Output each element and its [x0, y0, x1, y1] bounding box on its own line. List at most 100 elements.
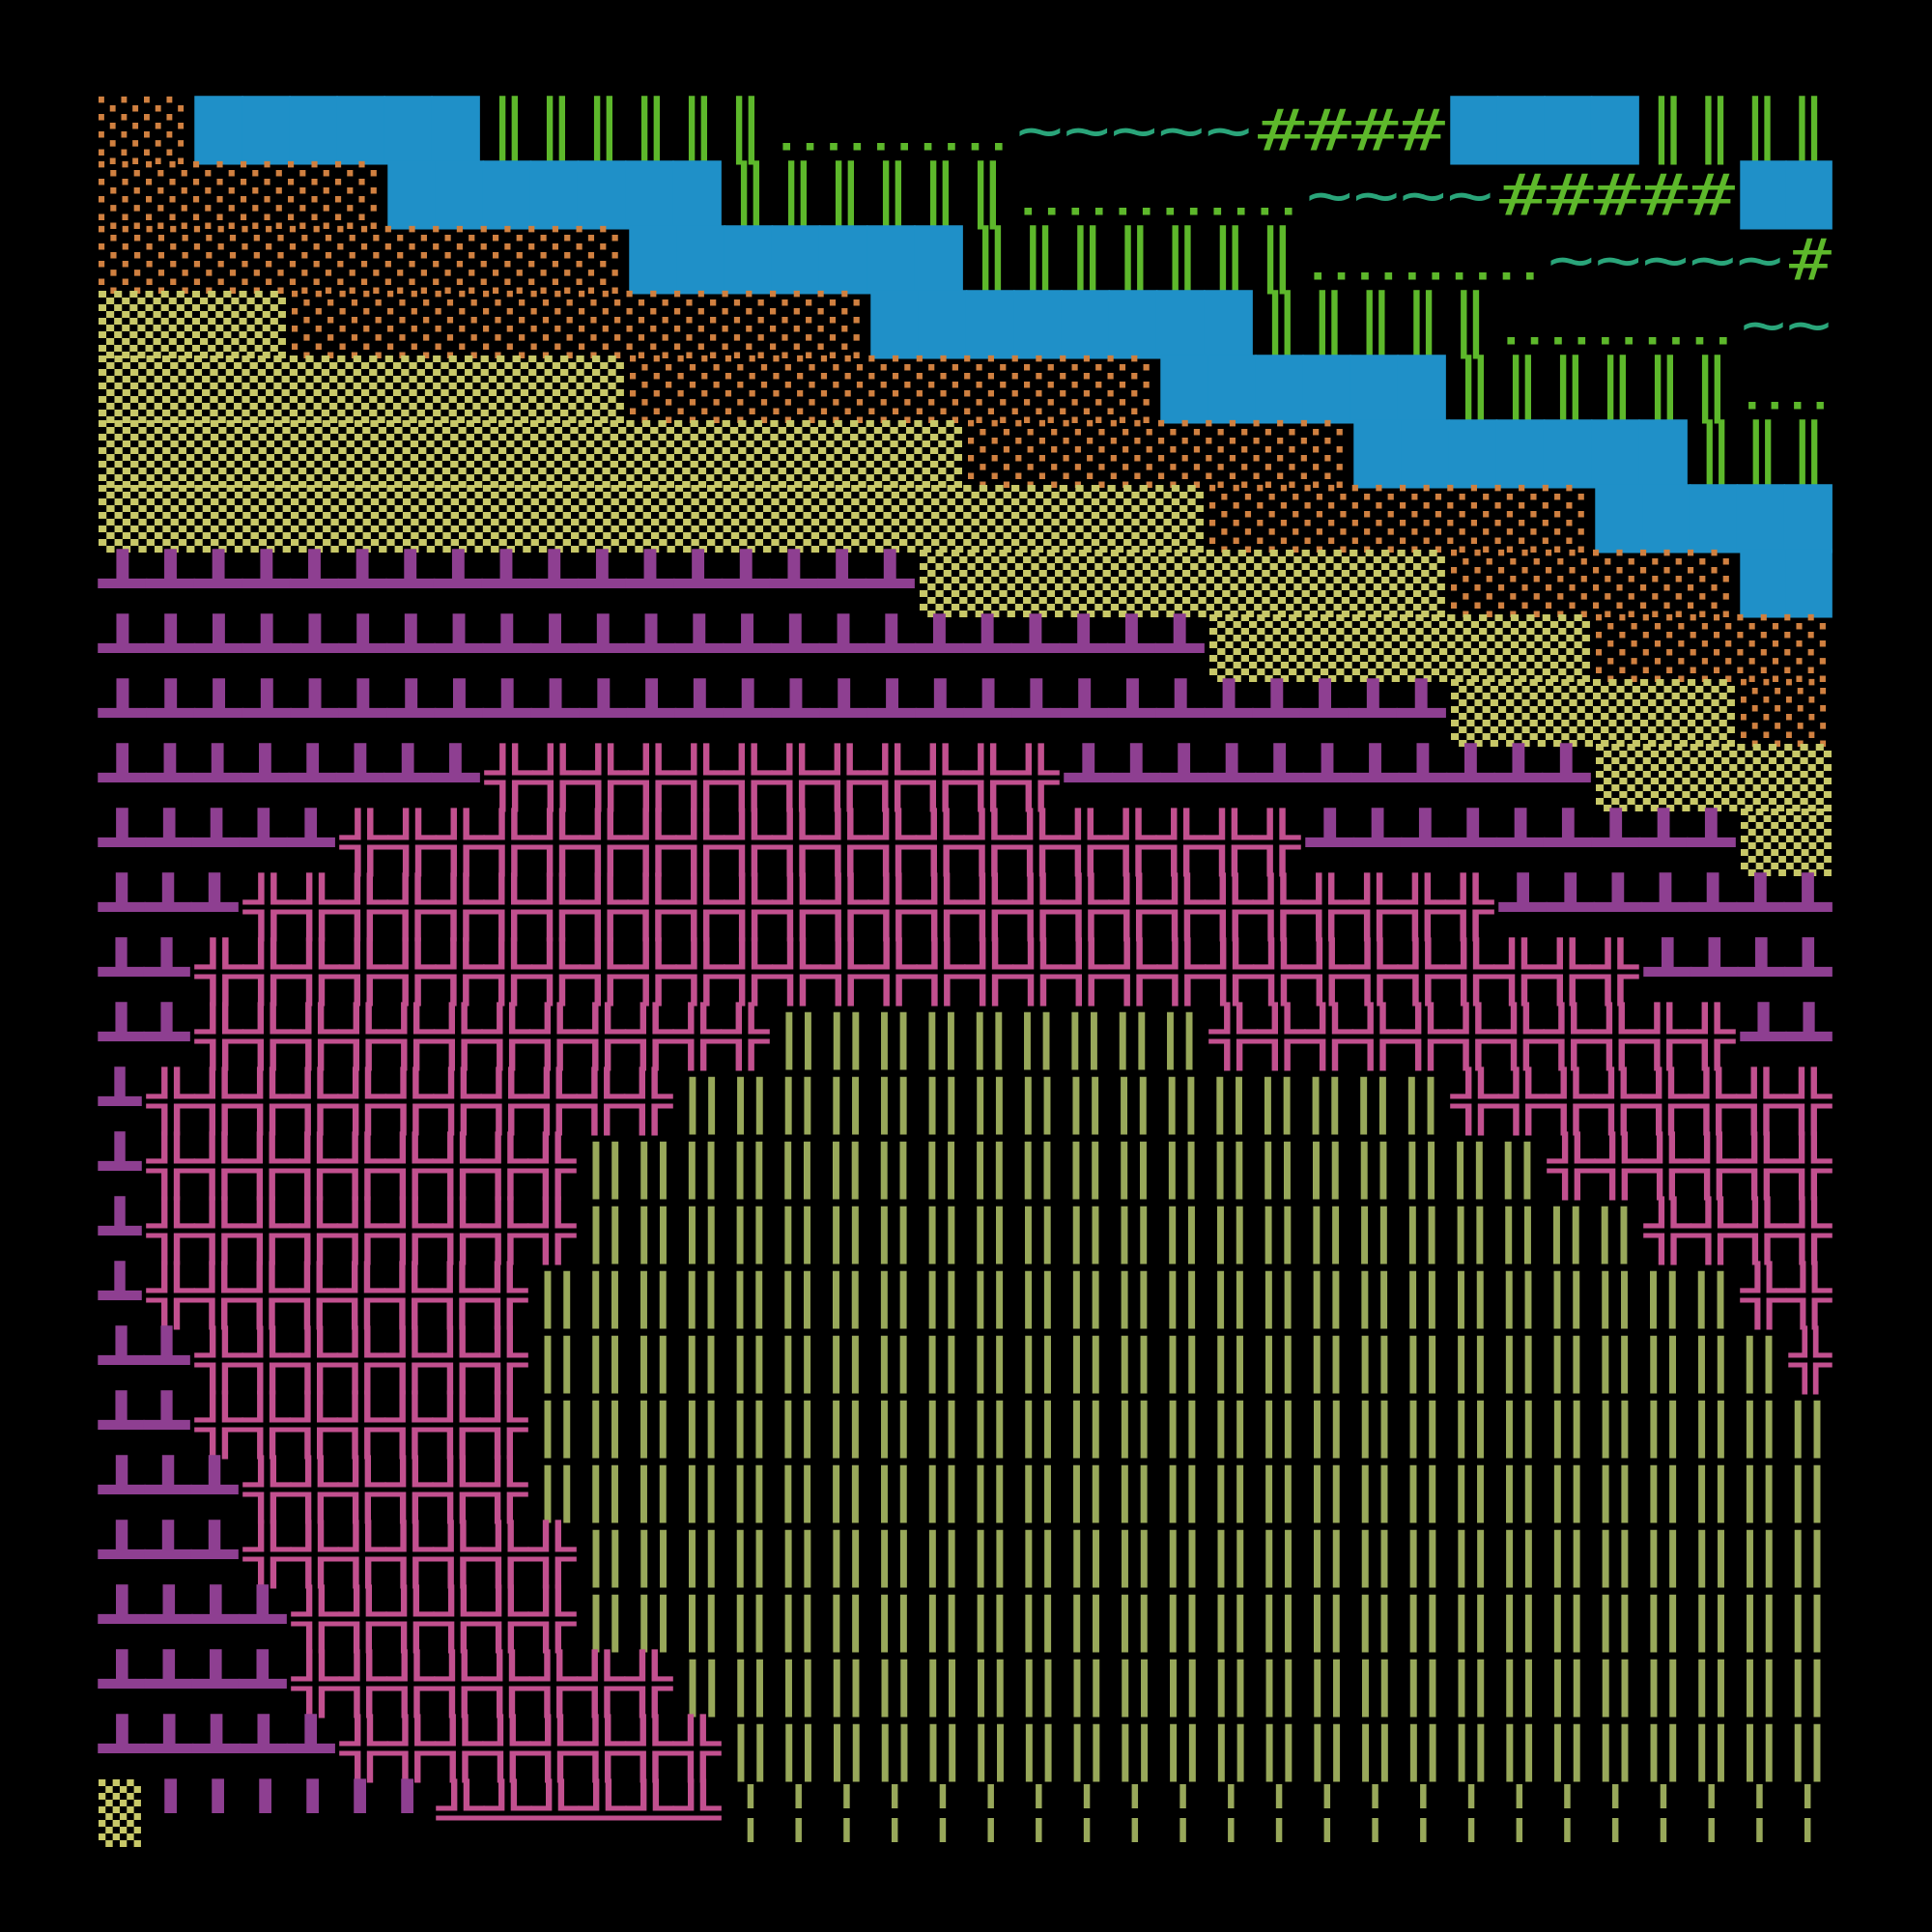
glyph-run: ┻┻┻┻ [1643, 937, 1833, 1007]
glyph-run: ┻┻┻┻┻┻┻┻┻┻┻ [1064, 743, 1592, 812]
glyph-run: ║║║║║║ [1451, 355, 1735, 424]
glyph-run: ‖‖‖‖‖‖‖‖‖‖‖‖‖‖‖‖‖‖‖‖‖‖‖‖‖‖‖ [533, 1392, 1832, 1460]
glyph-run: ███████ [629, 225, 964, 295]
glyph-run: ▒▒▒▒▒▒▒▒▒▒▒▒▒▒▒▒▒▒▒▒▒▒▒ [99, 485, 1205, 554]
glyph-run: ┻┻ [98, 1390, 190, 1460]
glyph-run: ‖‖‖‖‖‖‖‖‖‖‖‖‖‖‖‖‖‖‖‖‖‖‖ [726, 1716, 1832, 1783]
glyph-run: ███████ [1353, 419, 1689, 489]
glyph-run: ┻┻┻┻┻┻┻┻┻ [1305, 808, 1737, 877]
glyph-run: ┻ [98, 1196, 142, 1265]
glyph-run: ║║║ [1692, 419, 1832, 489]
glyph-run: ╎╎╎╎╎╎╎╎╎╎╎╎╎╎╎╎╎╎╎╎╎╎╎ [726, 1780, 1832, 1848]
glyph-run: ┻┻┻┻┻┻┻┻ [98, 743, 481, 812]
glyph-run: ░░░░░░░░░░░ [99, 226, 624, 295]
glyph-run: ▒▒▒▒▒▒ [1451, 679, 1736, 748]
glyph-run: ┻┻ [98, 937, 190, 1007]
glyph-run: ╬╬╬╬╬╬╬ [194, 1390, 529, 1461]
glyph-run: ‖‖‖‖‖‖‖‖‖ [775, 1004, 1204, 1071]
glyph-run: ~~ [1741, 292, 1832, 359]
glyph-run: ░░░░░░ [99, 161, 383, 230]
glyph-run: ▒▒▒▒▒▒▒▒▒▒▒▒▒▒▒▒▒▒ [99, 420, 963, 489]
glyph-run: ▒▒▒▒▒ [1596, 744, 1833, 812]
glyph-run: ████████ [870, 290, 1254, 359]
glyph-run: ╬╬╬╬╬╬╬╬╬╬╬╬╬╬╬╬╬╬╬╬╬╬╬╬╬╬╬╬╬╬ [194, 937, 1640, 1008]
glyph-run: ┻┻ [98, 1325, 190, 1395]
glyph-run: ╬╬╬╬╬╬╬╬╬╬╬╬╬╬╬╬╬╬╬╬ [339, 808, 1302, 878]
glyph-run: ┻┻┻┻┻┻┻┻┻┻┻┻┻┻┻┻┻ [98, 549, 916, 618]
glyph-run: ‖‖‖‖‖‖‖‖‖‖‖‖‖‖‖‖‖‖‖‖‖‖‖‖‖‖ [533, 1327, 1783, 1395]
glyph-run: ╬╬╬╬╬╬╬╬ [339, 1714, 723, 1784]
glyph-run: ╬╬╬╬╬╬╬╬╬╬╬ [1208, 1002, 1737, 1072]
glyph-run: ┻┻┻ [98, 1520, 239, 1589]
glyph-run: ~~~~~ [1548, 227, 1783, 295]
glyph-run: ┻ [98, 1066, 142, 1136]
glyph-run: ████ [1450, 96, 1640, 165]
glyph-run: ╬╬╬╬╬╬ [1547, 1131, 1833, 1202]
glyph-run: ░░░░░░░░░░░ [630, 355, 1155, 424]
glyph-run: ┻┻┻┻┻ [98, 1714, 336, 1783]
glyph-run: ┻┻┻┻ [98, 1584, 288, 1654]
glyph-run: ┻┻ [1740, 1002, 1833, 1071]
glyph-run: ░░░░░ [1596, 614, 1832, 683]
glyph-run: # [1789, 227, 1832, 295]
glyph-run: ██ [1740, 549, 1833, 618]
glyph-run: #### [1258, 98, 1445, 165]
glyph-run: ▒▒ [1741, 809, 1833, 877]
glyph-run: ‥‥ [1741, 356, 1832, 424]
glyph-run: ┻┻┻┻┻ [98, 808, 336, 877]
glyph-run: ┻ [98, 1131, 142, 1201]
glyph-run: ┻ [98, 1261, 142, 1330]
glyph-run: █████ [1595, 484, 1833, 554]
glyph-run: ╬╬╬╬╬╬╬╬╬╬╬ [146, 1066, 674, 1137]
glyph-run: ‥‥‥‥‥‥ [1016, 162, 1300, 230]
glyph-run: ╬╬╬╬╬╬ [291, 1584, 578, 1655]
glyph-run: ╹╹╹╹╹╹ [147, 1778, 431, 1848]
glyph-run: ║║║║║║ [485, 96, 769, 165]
glyph-run: ▒▒▒▒ [99, 291, 287, 359]
glyph-run: ┻┻┻ [98, 872, 239, 942]
glyph-run: ██████ [1160, 355, 1447, 424]
glyph-run: ‖‖‖‖‖‖‖‖‖‖‖‖‖‖‖‖‖‖‖‖‖‖‖‖ [678, 1651, 1832, 1719]
glyph-run: ‖‖‖‖‖‖‖‖‖‖‖‖‖‖‖‖‖‖‖‖‖‖ [582, 1198, 1638, 1265]
glyph-run: ┻┻┻┻┻┻┻┻┻┻┻┻┻┻┻┻┻┻┻┻┻┻┻ [98, 613, 1206, 683]
glyph-run: ╬╬╬╬╬╬╬╬ [1450, 1066, 1833, 1137]
glyph-run: ██████ [194, 96, 481, 165]
glyph-run: ##### [1499, 162, 1735, 230]
glyph-run: ╬╬╬╬╬╬╬ [194, 1325, 529, 1396]
glyph-run: ███████ [387, 160, 723, 230]
glyph-run: ║║║║ [1644, 96, 1832, 165]
glyph-run: ‖‖‖‖‖‖‖‖‖‖‖‖‖‖‖‖‖‖‖‖‖‖‖‖‖‖ [582, 1521, 1832, 1589]
glyph-run: ┻┻┻┻ [98, 1649, 288, 1719]
glyph-run: ‥‥‥‥‥ [1306, 227, 1542, 295]
glyph-run: ‖‖‖‖‖‖‖‖‖‖‖‖‖‖‖‖‖‖‖‖‖‖‖‖‖‖ [582, 1586, 1832, 1654]
glyph-run: ╬╬╬╬╬╬╬ [242, 1520, 578, 1590]
glyph-run: ┻┻┻┻┻┻┻ [1498, 872, 1833, 942]
glyph-run: ║║║║║ [1258, 290, 1493, 359]
glyph-run: ╬╬╬╬╬╬╬╬╬╬╬╬ [484, 743, 1061, 813]
glyph-run: ║║║║║║║ [968, 225, 1300, 295]
glyph-run: ┻┻┻ [98, 1455, 239, 1524]
glyph-run: ╬╬╬╬╬╬╬╬╬╬╬╬ [194, 1002, 771, 1072]
glyph-run: ‖‖‖‖‖‖‖‖‖‖‖‖‖‖‖‖ [678, 1068, 1445, 1136]
glyph-run: ╩╩╩╩╩╩ [436, 1778, 723, 1848]
glyph-run: ░░░░░░░░ [968, 420, 1349, 489]
glyph-run: ┻┻┻┻┻┻┻┻┻┻┻┻┻┻┻┻┻┻┻┻┻┻┻┻┻┻┻┻ [98, 678, 1447, 748]
glyph-run: ╬╬╬╬ [1643, 1196, 1833, 1266]
glyph-run: ‥‥‥‥‥ [1499, 292, 1735, 359]
glyph-run: ║║║║║║ [726, 160, 1010, 230]
glyph-run: ╬╬ [1740, 1261, 1833, 1331]
glyph-run: ▒ [99, 1779, 142, 1848]
glyph-run: ╬╬╬╬╬╬╬╬ [291, 1649, 674, 1719]
glyph-run: ░░░░░░░░░░░░ [292, 291, 866, 359]
glyph-run: ╬ [1788, 1325, 1833, 1396]
glyph-run: ▒▒▒▒▒▒▒▒ [1209, 614, 1591, 683]
glyph-run: ╬╬╬╬╬╬╬╬╬╬╬╬╬╬╬╬╬╬╬╬╬╬╬╬╬╬ [242, 872, 1495, 943]
glyph-run: ▒▒▒▒▒▒▒▒▒▒▒ [920, 550, 1446, 618]
glyph-run: ‥‥‥‥‥ [775, 98, 1010, 165]
glyph-run: ‖‖‖‖‖‖‖‖‖‖‖‖‖‖‖‖‖‖‖‖‖‖‖‖‖‖‖ [533, 1457, 1832, 1524]
glyph-run: ░░░░░░░░ [1209, 485, 1590, 554]
glyph-run: ‖‖‖‖‖‖‖‖‖‖‖‖‖‖‖‖‖‖‖‖‖‖‖‖‖ [533, 1263, 1735, 1330]
glyph-run: ╬╬╬╬╬╬╬╬╬ [146, 1196, 578, 1266]
